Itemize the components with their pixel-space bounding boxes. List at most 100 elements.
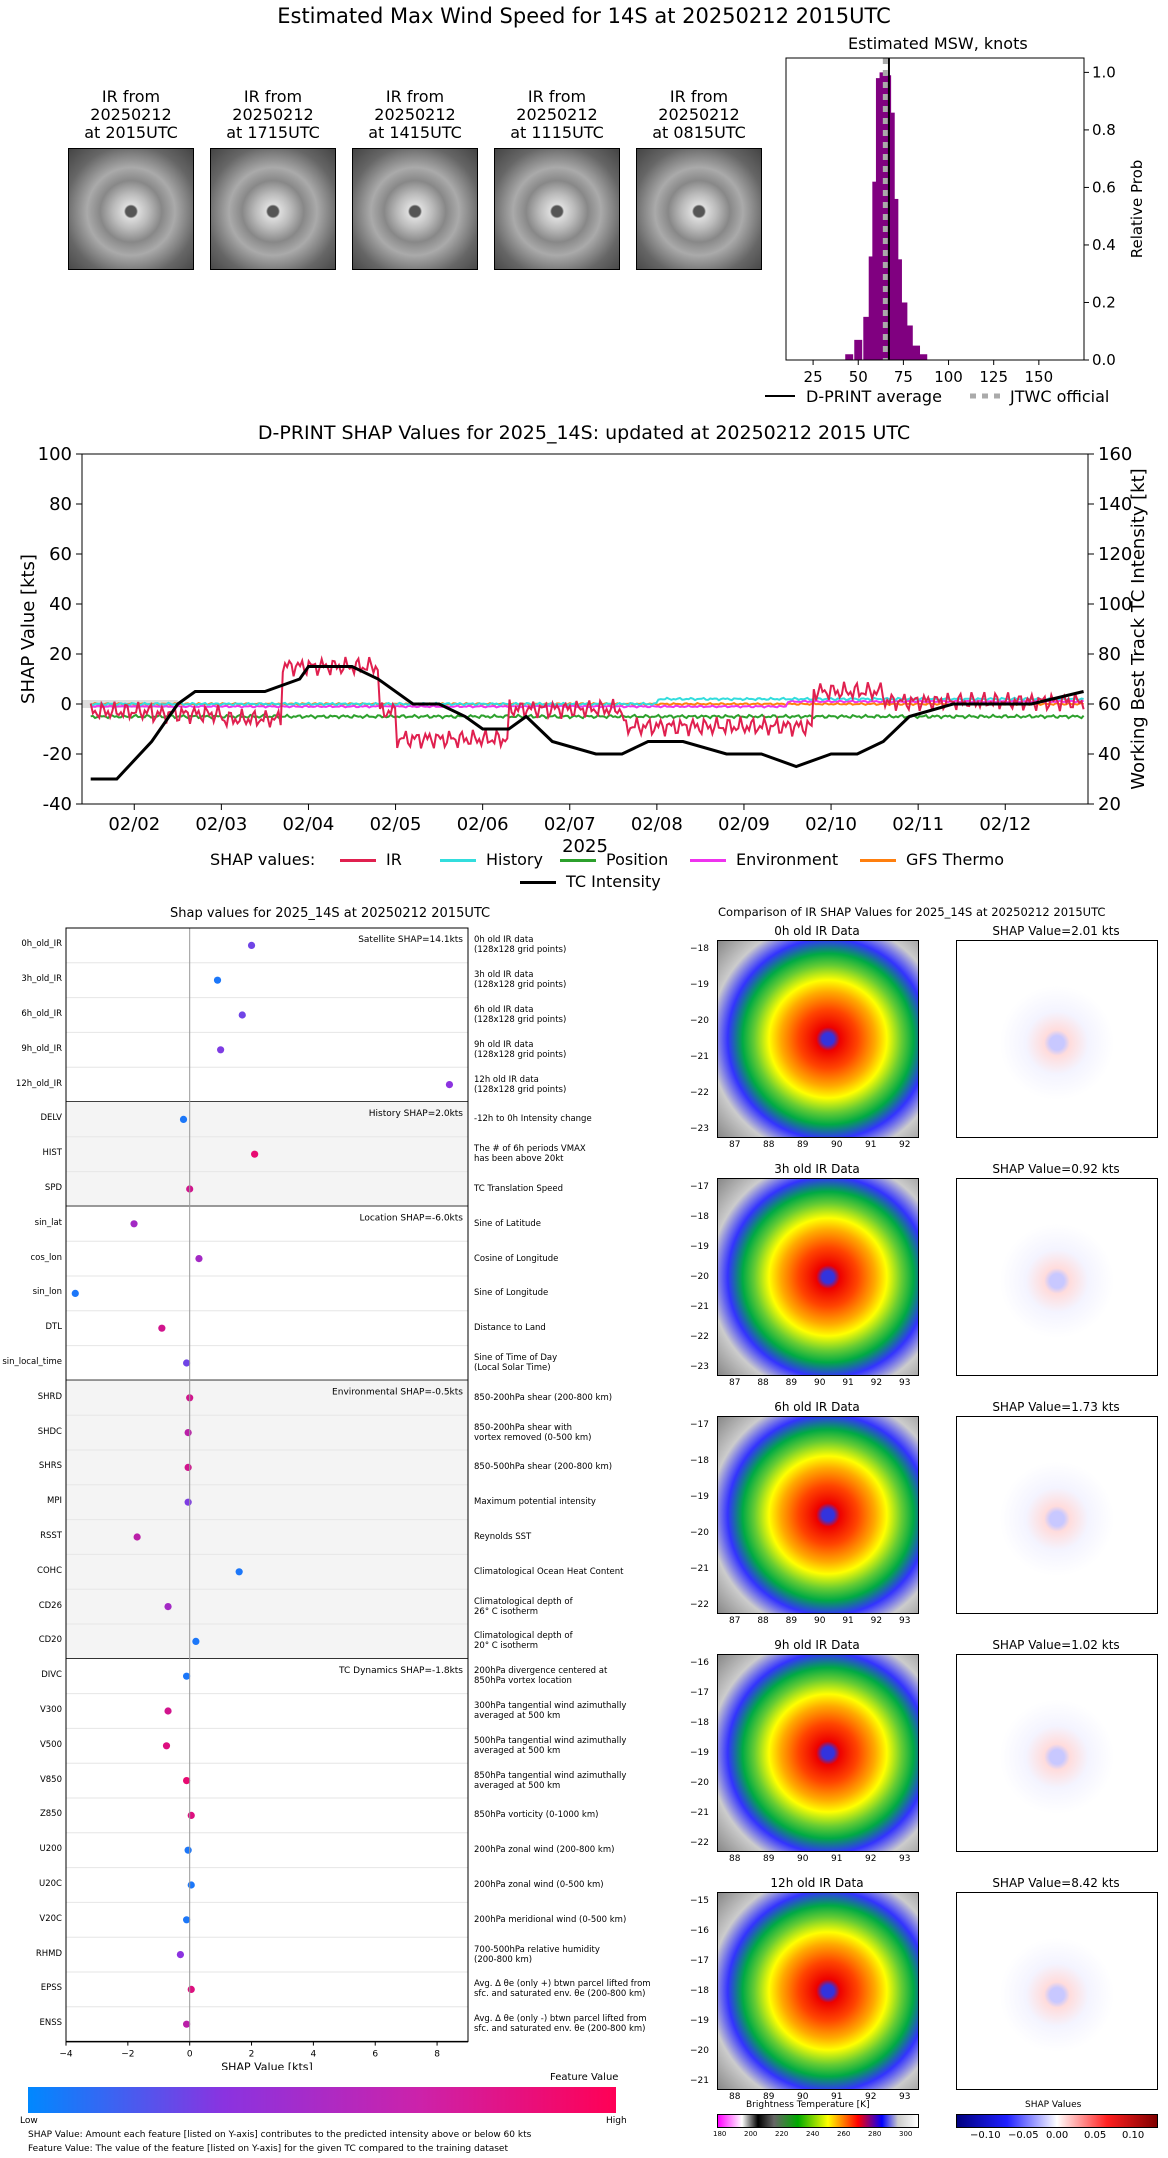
ir-panel-xtick: 88 [757,1378,769,1388]
ts-ytick: 20 [49,644,72,665]
ir-panel-ytick: −20 [690,1016,709,1026]
bee-xtick: 4 [311,2050,317,2060]
hist-bar [904,325,913,360]
ts-ytick-right: 140 [1098,494,1132,515]
ir-panel-ytick: −21 [690,1052,709,1062]
shap-point [247,941,256,949]
shap-panel-title: SHAP Value=2.01 kts [992,924,1120,938]
ir-panel-xtick: 89 [763,1854,775,1864]
feature-name: ENSS [39,2018,62,2029]
feature-desc: Sine of Time of Day (Local Solar Time) [474,1353,557,1373]
legend-swatch [340,859,376,862]
shap-point [183,2020,191,2028]
bee-xlabel: SHAP Value [kts] [221,2061,313,2070]
feature-name: V300 [39,1705,62,1715]
hist-ytick: 0.8 [1092,121,1116,139]
group-band [66,1206,468,1381]
ir-panel-title: 6h old IR Data [774,1400,860,1414]
hist-xtick: 50 [849,368,868,386]
feature-desc-line: (Local Solar Time) [474,1363,551,1373]
shap-panel-title: SHAP Value=1.02 kts [992,1638,1120,1652]
ir-panel-xtick: 92 [870,1616,883,1626]
ts-ytick-right: 100 [1098,594,1132,615]
ir-thumb-caption-line: IR from [101,87,161,106]
ir-panel-xtick: 93 [899,1854,911,1864]
shap-point [183,1916,191,1924]
group-summary: Environmental SHAP=-0.5kts [332,1387,463,1397]
ir-thumb-image [68,148,194,270]
bee-xtick: −2 [121,2050,134,2060]
shap-point [184,1429,192,1437]
feature-desc-line: Maximum potential intensity [474,1497,596,1508]
feature-name: 0h_old_IR [21,939,62,950]
feature-desc-line: TC Translation Speed [474,1184,563,1194]
feature-desc: Maximum potential intensity [474,1497,596,1507]
ir-panel-ytick: −21 [690,2076,709,2086]
feature-name: sin_local_time [2,1357,62,1367]
feature-desc: 850-200hPa shear with vortex removed (0-5… [474,1423,591,1443]
ir-panel-xtick: 92 [870,1378,883,1388]
ir-panel-ytick: −20 [690,2046,709,2056]
bee-xtick: −4 [59,2050,73,2060]
feature-desc-line: 300hPa tangential wind azimuthally [474,1701,627,1711]
ir-thumb-caption-line: 20250212 [658,105,740,124]
ts-legend-item: TC Intensity [520,872,661,891]
msw-hist-title: Estimated MSW, knots [848,34,1028,53]
ts-ylabel: SHAP Value [kts] [18,554,39,704]
ir-thumb-image [636,148,762,270]
footnote-1: SHAP Value: Amount each feature [listed … [28,2130,532,2140]
feature-desc-line: sfc. and saturated env. θe (200-800 km) [474,1989,646,2000]
ir-panel-xtick: 88 [729,1854,741,1864]
feature-desc: 200hPa meridional wind (0-500 km) [474,1915,626,1925]
feature-desc-line: 200hPa divergence centered at [474,1666,608,1677]
bt-tick: 240 [806,2130,820,2138]
shap-point [187,1985,195,1993]
hist-xtick: 100 [934,368,963,386]
ts-ytick: 60 [49,544,72,565]
ir-panel-image [717,940,919,1138]
feature-desc: Sine of Latitude [474,1219,541,1229]
ts-xtick: 02/10 [805,814,857,835]
shap-tick: 0.05 [1084,2130,1107,2141]
ir-panel-ytick: −18 [690,1718,709,1728]
hist-bar [894,259,902,360]
series-tc-intensity [90,665,1084,781]
feature-desc-line: 850-500hPa shear (200-800 km) [474,1462,613,1473]
feature-desc-line: averaged at 500 km [474,1711,561,1721]
feature-desc-line: 500hPa tangential wind azimuthally [474,1735,627,1746]
hist-bar [863,316,872,360]
ts-xlabel: 2025 [562,836,608,857]
ir-panel-ytick: −23 [690,1362,709,1372]
shap-point [184,1846,192,1854]
legend-label: GFS Thermo [906,850,1004,869]
hist-xtick: 25 [804,368,823,386]
footnote-2: Feature Value: The value of the feature … [28,2144,509,2154]
feature-desc-line: 3h old IR data [474,970,534,981]
ir-panel-ytick: −18 [690,1456,709,1466]
legend-jtwc: JTWC official [1009,387,1109,406]
feature-name: V850 [39,1774,62,1785]
feature-desc: 9h old IR data (128x128 grid points) [474,1040,566,1060]
feature-desc: 700-500hPa relative humidity (200-800 km) [474,1945,600,1965]
feature-name: sin_lat [34,1217,62,1228]
feature-desc-line: averaged at 500 km [474,1780,561,1791]
shap-point [238,1011,246,1019]
ts-ytick-right: 160 [1098,444,1132,465]
ir-thumb-caption-line: IR from [669,87,729,106]
shap-timeseries-chart: -40 -20 0 20 40 60 80 100 20 40 60 80 100 120 140 160 02… [18,444,1149,857]
feature-desc-line: (128x128 grid points) [474,945,567,956]
ir-thumb-caption: IR from 20250212 at 2015UTC [68,88,194,142]
ir-panel-title: 12h old IR Data [770,1876,864,1890]
ir-panel-ytick: −19 [690,980,709,990]
ts-ytick: 40 [49,594,72,615]
feature-name: COHC [37,1565,62,1576]
feature-name: EPSS [40,1983,62,1994]
hist-xtick: 150 [1025,368,1054,386]
bt-tick: 300 [899,2130,913,2138]
ts-ytick: 0 [61,694,72,715]
ir-panel-title: 0h old IR Data [774,924,860,938]
ir-thumb-caption-line: at 1715UTC [226,123,320,142]
group-band [66,1102,468,1207]
feature-name: DIVC [41,1670,62,1681]
hist-ylabel: Relative Prob [1128,160,1146,259]
